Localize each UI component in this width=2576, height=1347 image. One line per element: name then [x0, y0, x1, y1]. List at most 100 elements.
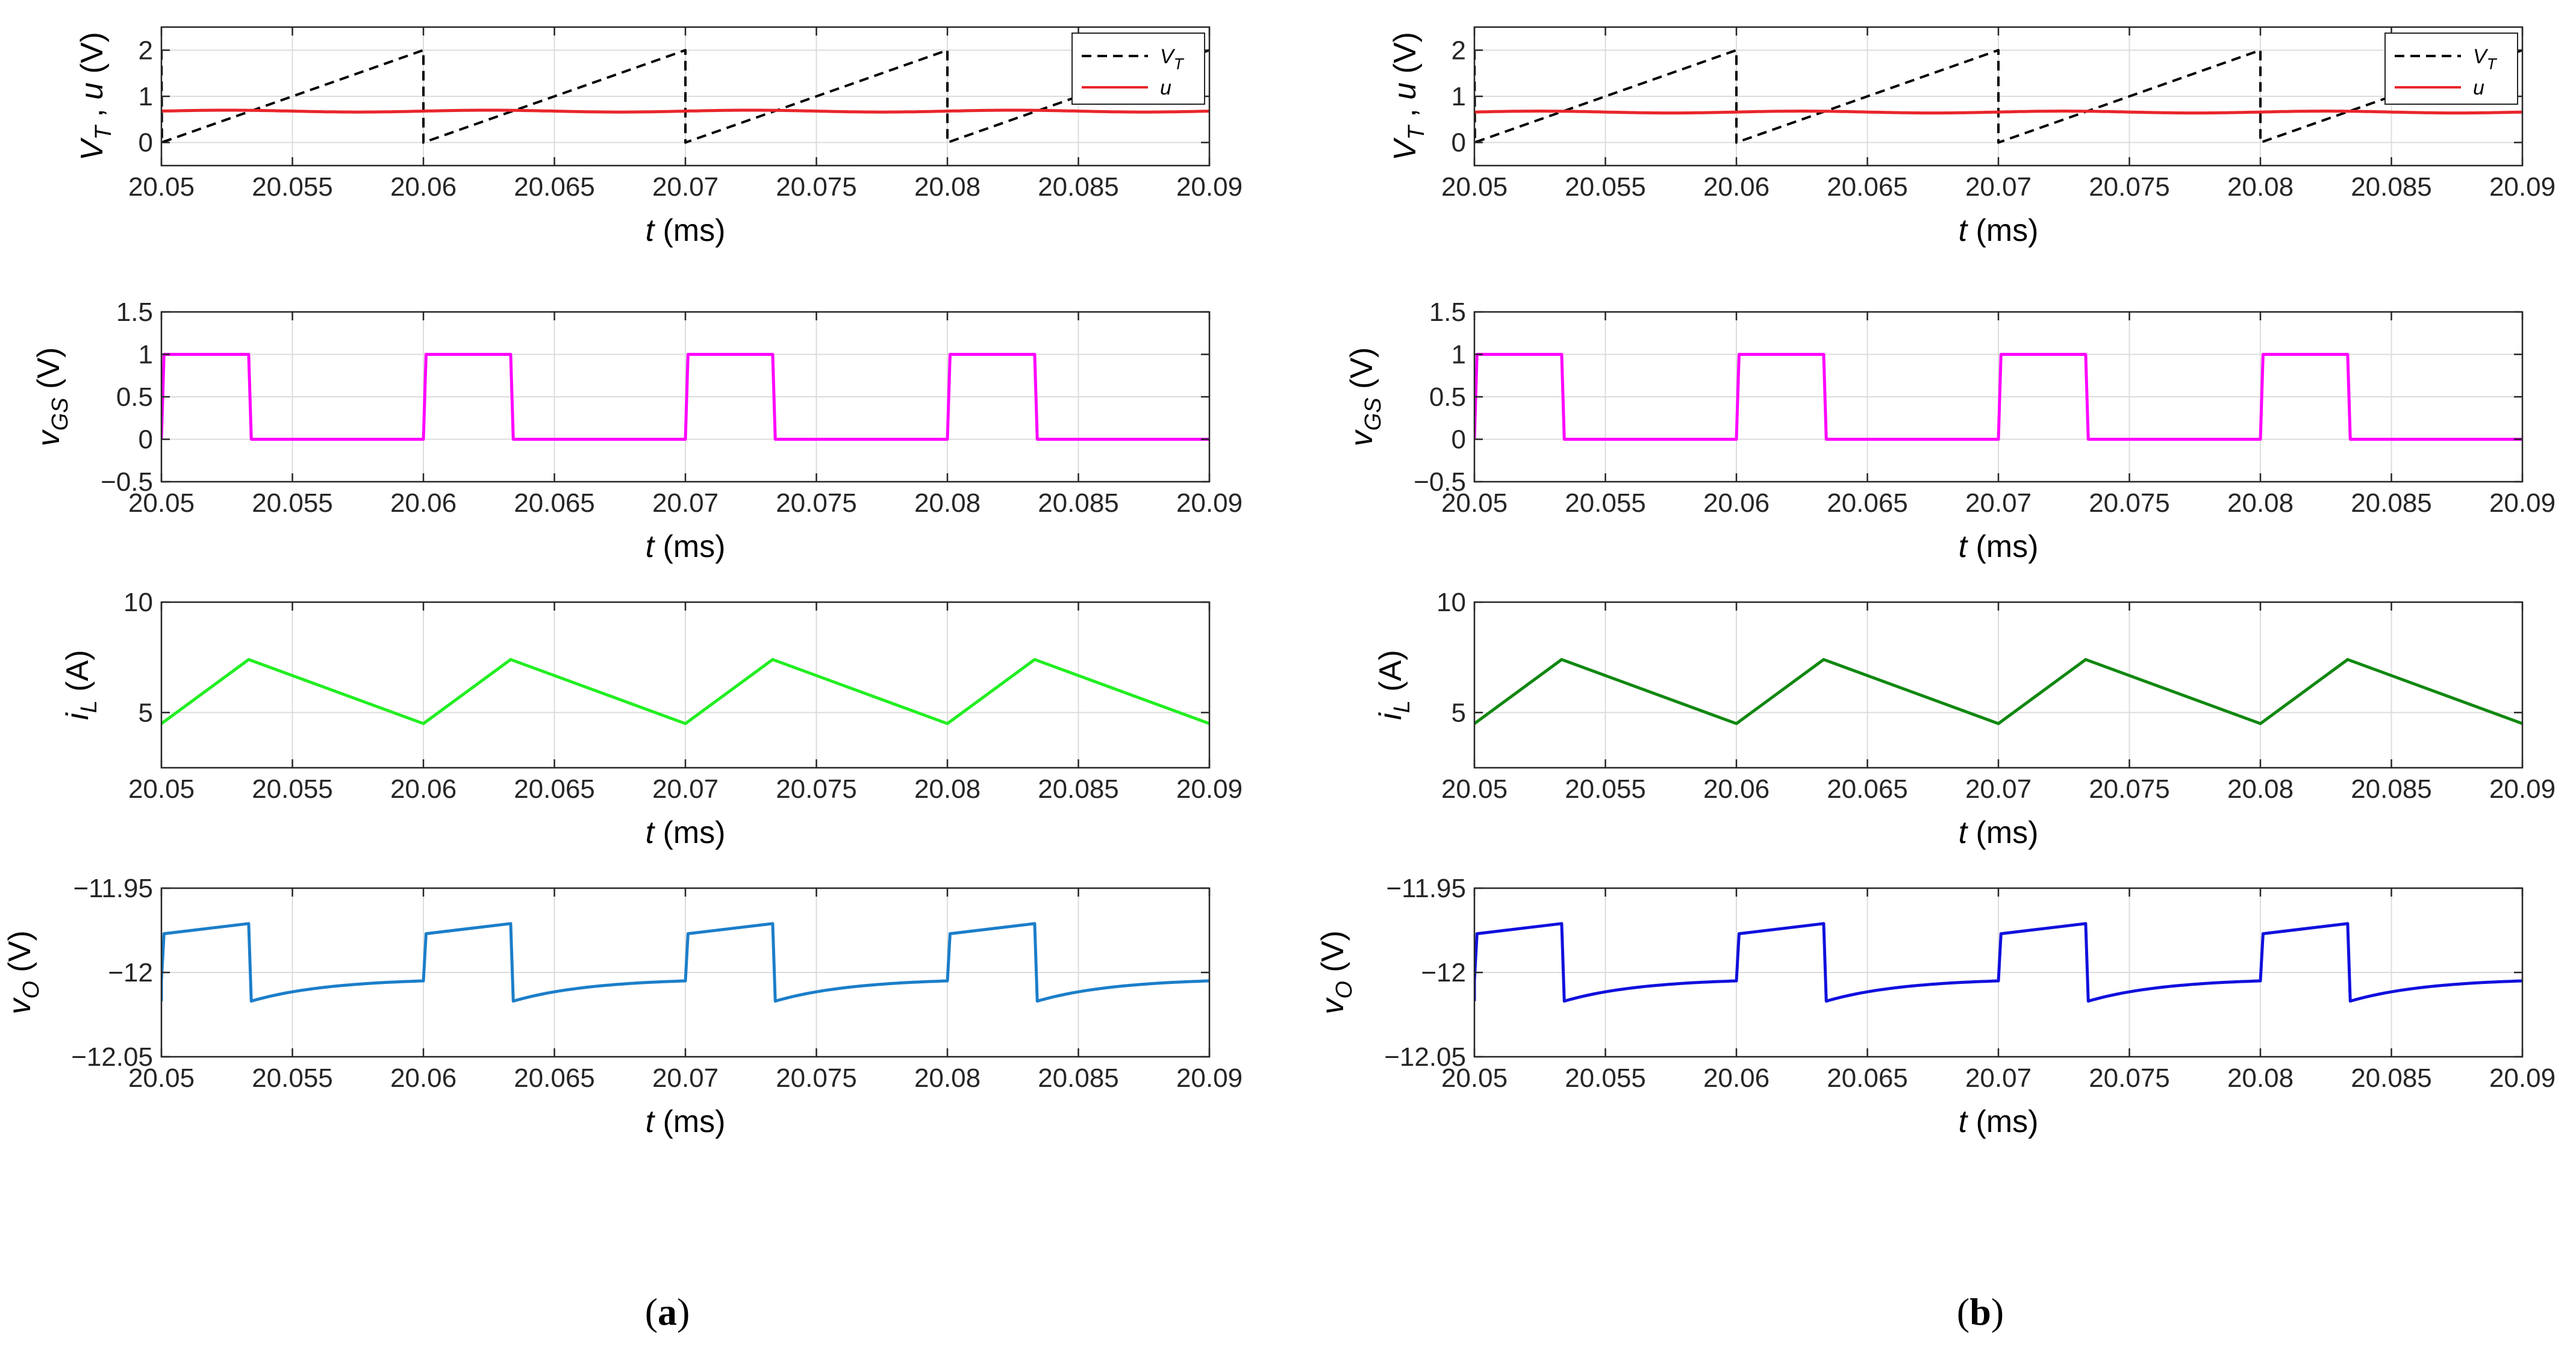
x-tick-label: 20.09 — [1176, 774, 1243, 804]
chart-b2: 20.05 20.055 20.06 20.065 20.07 20.075 20.08 20… — [1344, 297, 2556, 564]
legend-entry: VT — [2473, 45, 2498, 73]
x-tick-label: 20.085 — [2351, 774, 2432, 804]
x-tick-label: 20.08 — [2227, 1063, 2294, 1093]
series-line-v-t — [161, 49, 1209, 144]
y-axis-label: vGS (V) — [31, 347, 73, 447]
x-tick-label: 20.06 — [390, 774, 457, 804]
x-tick-label: 20.06 — [390, 1063, 457, 1093]
x-axis-label: t (ms) — [646, 213, 726, 248]
y-tick-label: 5 — [1452, 698, 1466, 727]
chart-a1: 20.05 20.055 20.06 20.065 20.07 20.075 20.08 20… — [75, 26, 1243, 248]
x-tick-label: 20.09 — [1176, 1063, 1243, 1093]
x-tick-label: 20.07 — [1965, 172, 2032, 202]
y-tick-label: −12 — [108, 958, 153, 988]
x-tick-label: 20.05 — [128, 774, 195, 804]
x-tick-label: 20.09 — [2489, 488, 2556, 518]
chart-a2: 20.05 20.055 20.06 20.065 20.07 20.075 20.08 20… — [31, 297, 1243, 564]
x-tick-label: 20.08 — [914, 172, 981, 202]
series-line-v-o — [161, 922, 1209, 1003]
x-tick-label: 20.055 — [1565, 774, 1646, 804]
y-tick-label: 0 — [139, 128, 153, 158]
x-tick-label: 20.075 — [2089, 172, 2170, 202]
x-tick-label: 20.07 — [1965, 488, 2032, 518]
series-line-v-o — [1474, 922, 2522, 1003]
x-tick-label: 20.055 — [252, 172, 333, 202]
series-line-u — [1474, 110, 2522, 115]
y-tick-label: 0.5 — [116, 382, 153, 412]
y-tick-label: 1 — [139, 340, 153, 370]
x-tick-label: 20.05 — [128, 172, 195, 202]
chart-a4: 20.05 20.055 20.06 20.065 20.07 20.075 20.08 20… — [2, 874, 1243, 1139]
y-tick-label: −12.05 — [71, 1042, 153, 1072]
y-tick-label: 1.5 — [116, 297, 153, 327]
legend-entry: u — [1160, 76, 1171, 99]
series-line-v-gs — [161, 353, 1209, 441]
x-tick-label: 20.085 — [1038, 774, 1119, 804]
x-tick-label: 20.07 — [1965, 774, 2032, 804]
series-line-i-l — [1474, 658, 2522, 726]
series-line-v-gs — [1474, 353, 2522, 441]
x-tick-label: 20.085 — [1038, 1063, 1119, 1093]
y-tick-label: 10 — [1436, 588, 1466, 617]
x-tick-label: 20.055 — [1565, 488, 1646, 518]
panel-label-b: (b) — [1957, 1290, 2004, 1333]
y-tick-label: −12 — [1421, 958, 1466, 988]
x-tick-label: 20.05 — [1441, 1063, 1508, 1093]
y-tick-label: −11.95 — [1386, 874, 1466, 903]
x-tick-label: 20.065 — [514, 172, 595, 202]
x-axis-label: t (ms) — [646, 1104, 726, 1139]
y-tick-label: −0.5 — [101, 467, 153, 497]
x-tick-label: 20.085 — [1038, 172, 1119, 202]
x-tick-label: 20.075 — [776, 774, 857, 804]
x-tick-label: 20.085 — [2351, 172, 2432, 202]
x-tick-label: 20.085 — [2351, 488, 2432, 518]
x-tick-label: 20.09 — [1176, 488, 1243, 518]
x-tick-label: 20.075 — [2089, 1063, 2170, 1093]
x-tick-label: 20.055 — [252, 1063, 333, 1093]
x-tick-label: 20.055 — [1565, 1063, 1646, 1093]
y-tick-label: −12.05 — [1384, 1042, 1466, 1072]
x-axis-label: t (ms) — [1959, 213, 2039, 248]
series-line-u — [161, 108, 1209, 114]
legend: VT u — [2384, 33, 2518, 105]
legend: VT u — [1071, 33, 1205, 105]
x-tick-label: 20.08 — [2227, 774, 2294, 804]
x-axis-label: t (ms) — [1959, 815, 2039, 850]
y-axis-label: iL (A) — [60, 650, 102, 720]
x-tick-label: 20.07 — [652, 172, 719, 202]
x-tick-label: 20.09 — [2489, 172, 2556, 202]
series-line-v-t — [1474, 49, 2522, 144]
x-tick-label: 20.085 — [2351, 1063, 2432, 1093]
y-tick-label: 2 — [139, 36, 153, 65]
x-tick-label: 20.075 — [776, 488, 857, 518]
x-tick-label: 20.07 — [1965, 1063, 2032, 1093]
x-tick-label: 20.06 — [390, 172, 457, 202]
x-tick-label: 20.08 — [2227, 172, 2294, 202]
y-tick-label: −0.5 — [1414, 467, 1466, 497]
y-tick-label: 1 — [139, 82, 153, 111]
y-tick-label: 1.5 — [1429, 297, 1466, 327]
x-tick-label: 20.075 — [2089, 774, 2170, 804]
x-tick-label: 20.055 — [252, 488, 333, 518]
x-axis-label: t (ms) — [646, 529, 726, 564]
x-tick-label: 20.09 — [1176, 172, 1243, 202]
legend-entry: VT — [1160, 45, 1185, 73]
y-axis-label: vO (V) — [2, 930, 44, 1014]
y-axis-label: iL (A) — [1373, 650, 1415, 720]
y-axis-label: VT , u (V) — [75, 32, 116, 161]
x-tick-label: 20.09 — [2489, 774, 2556, 804]
x-tick-label: 20.055 — [1565, 172, 1646, 202]
x-tick-label: 20.08 — [914, 488, 981, 518]
x-tick-label: 20.065 — [1827, 1063, 1908, 1093]
x-tick-label: 20.075 — [776, 1063, 857, 1093]
chart-b4: 20.05 20.055 20.06 20.065 20.07 20.075 20.08 20… — [1315, 874, 2556, 1139]
x-tick-label: 20.055 — [252, 774, 333, 804]
x-axis-label: t (ms) — [646, 815, 726, 850]
panel-label-a: (a) — [645, 1290, 690, 1333]
x-tick-label: 20.065 — [1827, 774, 1908, 804]
y-tick-label: 2 — [1452, 36, 1466, 65]
y-tick-label: 0 — [139, 425, 153, 455]
x-tick-label: 20.07 — [652, 488, 719, 518]
y-tick-label: −11.95 — [73, 874, 153, 903]
